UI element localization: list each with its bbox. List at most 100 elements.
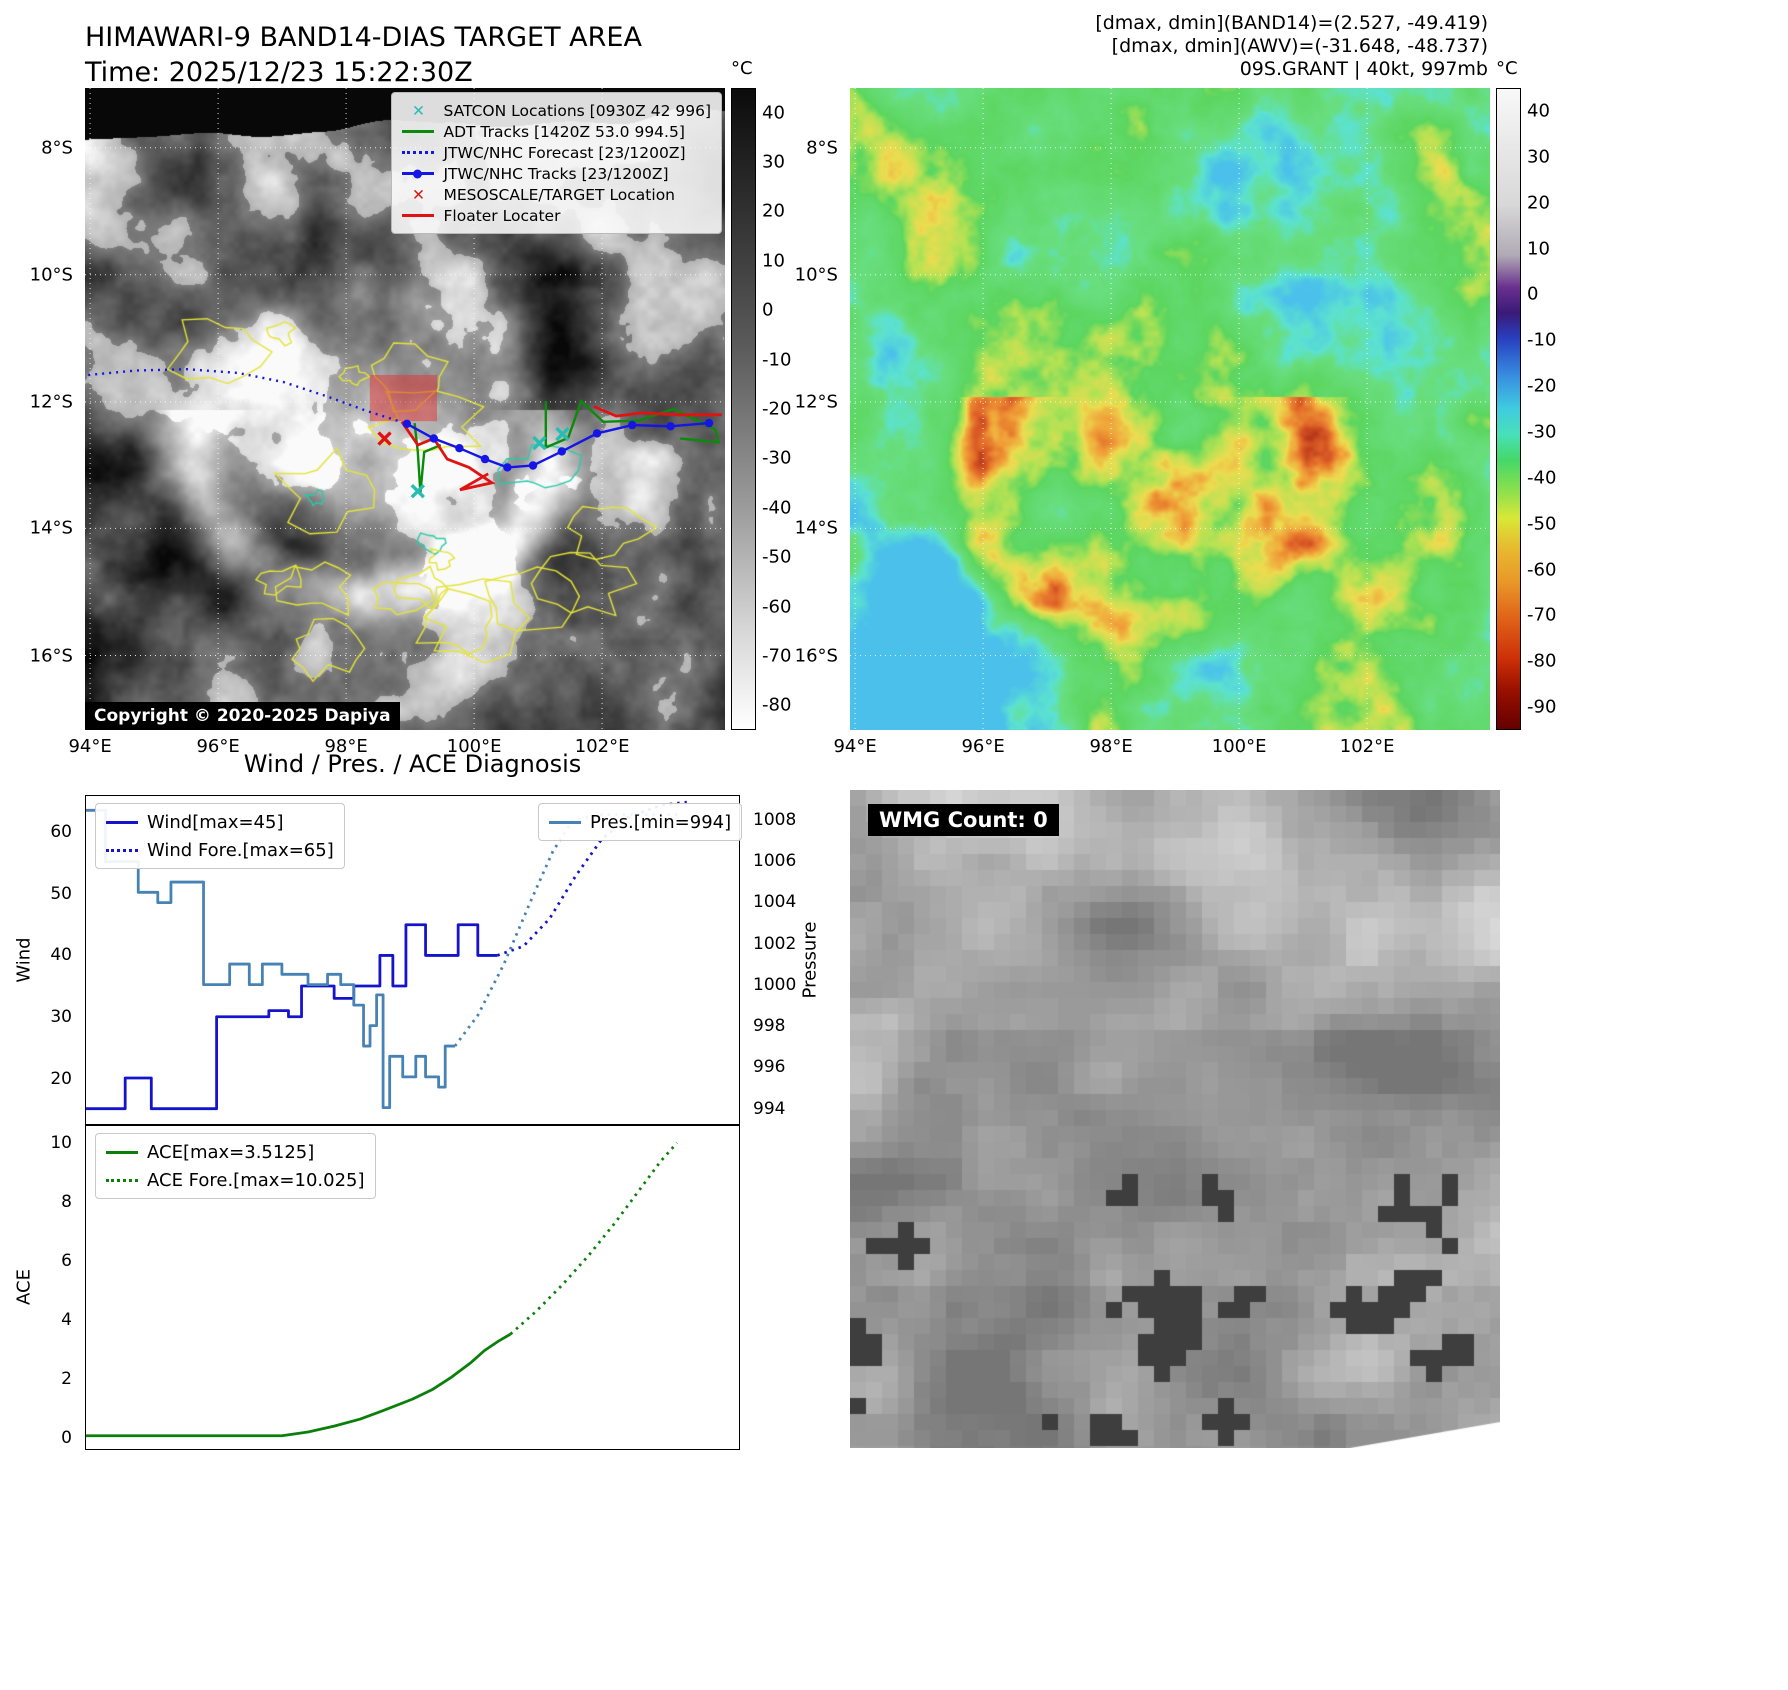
pressure-axis-label: Pressure xyxy=(799,921,821,999)
band14-colorbar-unit: °C xyxy=(731,58,753,79)
lat-tick-label: 8°S xyxy=(806,137,838,159)
wind-axis-label: Wind xyxy=(13,937,35,983)
axis-tick-label: 1004 xyxy=(753,892,797,913)
colorbar-tick-label: 10 xyxy=(762,250,785,272)
legend-line-sample xyxy=(402,214,435,217)
lat-tick-label: 16°S xyxy=(29,645,73,667)
axis-tick-label: 1000 xyxy=(753,974,797,995)
legend-label: JTWC/NHC Forecast [23/1200Z] xyxy=(443,143,686,162)
ace-legend: ACE[max=3.5125] ACE Fore.[max=10.025] xyxy=(95,1133,376,1199)
awv-lon-axis: 94°E 96°E 98°E 100°E 102°E xyxy=(833,734,1490,757)
ace-axis-label: ACE xyxy=(13,1269,35,1305)
legend-marker-line-icon xyxy=(402,130,435,133)
copyright-label: Copyright © 2020-2025 Dapiya xyxy=(85,702,400,730)
colorbar-tick-label: -50 xyxy=(762,546,792,568)
legend-line-sample xyxy=(402,151,435,154)
legend-item: ✕ SATCON Locations [0930Z 42 996] xyxy=(402,100,711,121)
pressure-axis-ticks: 994 996 998 1000 1002 1004 1006 1008 xyxy=(746,795,800,1125)
colorbar-tick-label: -20 xyxy=(762,398,792,420)
legend-item: Wind Fore.[max=65] xyxy=(106,836,334,864)
axis-tick-label: 1006 xyxy=(753,851,797,871)
colorbar-tick-label: 10 xyxy=(1527,238,1550,259)
axis-tick-label: 1008 xyxy=(753,809,797,830)
axis-tick-label: 998 xyxy=(753,1016,786,1036)
legend-label: Floater Locater xyxy=(443,206,561,225)
lon-tick-label: 100°E xyxy=(1211,736,1267,757)
legend-item: ACE[max=3.5125] xyxy=(106,1138,365,1166)
legend-item: ✕ MESOSCALE/TARGET Location xyxy=(402,184,711,205)
legend-label: Wind[max=45] xyxy=(147,811,284,833)
colorbar-tick-label: -70 xyxy=(762,645,792,667)
lon-tick-label: 94°E xyxy=(68,736,112,757)
legend-label: ADT Tracks [1420Z 53.0 994.5] xyxy=(443,122,685,141)
dmax-band14-label: [dmax, dmin](BAND14)=(2.527, -49.419) xyxy=(1095,12,1488,34)
band14-colorbar-gradient xyxy=(732,89,755,729)
legend-label: ACE[max=3.5125] xyxy=(147,1141,315,1163)
wind-axis-ticks: 20 30 40 50 60 xyxy=(35,795,79,1125)
colorbar-tick-label: -80 xyxy=(762,694,792,716)
legend-line-sample xyxy=(106,848,138,852)
lat-tick-label: 14°S xyxy=(29,517,73,539)
legend-marker-dotted-icon xyxy=(106,848,138,852)
lat-tick-label: 16°S xyxy=(794,645,838,667)
band14-colorbar xyxy=(731,88,756,730)
wmg-map xyxy=(850,790,1500,1448)
pressure-legend: Pres.[min=994] xyxy=(538,803,743,841)
band14-lon-axis: 94°E 96°E 98°E 100°E 102°E xyxy=(68,734,725,757)
lon-tick-label: 100°E xyxy=(446,736,502,757)
legend-line-sample xyxy=(402,130,435,133)
legend-marker-dotted-icon xyxy=(106,1178,138,1182)
axis-tick-label: 40 xyxy=(50,945,72,966)
awv-colorbar-ticks: 40 30 20 10 0 -10 -20 -30 -40 -50 -60 -70 -80 -90 xyxy=(1527,88,1577,730)
colorbar-tick-label: 20 xyxy=(762,200,785,222)
lon-tick-label: 96°E xyxy=(961,736,1005,757)
lat-tick-label: 12°S xyxy=(29,391,73,413)
awv-overlay xyxy=(850,88,1490,730)
awv-map xyxy=(850,88,1490,730)
legend-item: Pres.[min=994] xyxy=(549,808,731,836)
colorbar-tick-label: -30 xyxy=(1527,421,1557,443)
lon-tick-label: 102°E xyxy=(574,736,630,757)
legend-marker-line-icon xyxy=(402,214,435,217)
ace-plot xyxy=(86,1141,679,1438)
lat-tick-label: 12°S xyxy=(794,391,838,413)
colorbar-tick-label: -50 xyxy=(1527,513,1557,535)
colorbar-tick-label: -30 xyxy=(762,447,792,469)
colorbar-tick-label: -10 xyxy=(762,349,792,371)
legend-label: ACE Fore.[max=10.025] xyxy=(147,1169,365,1191)
storm-status-label: 09S.GRANT | 40kt, 997mb xyxy=(1239,58,1488,80)
legend-item: Floater Locater xyxy=(402,205,711,226)
lat-tick-label: 8°S xyxy=(41,137,73,159)
lat-tick-label: 14°S xyxy=(794,517,838,539)
awv-colorbar-unit: °C xyxy=(1496,58,1518,79)
axis-tick-label: 20 xyxy=(50,1068,72,1089)
legend-line-sample xyxy=(106,1150,138,1154)
lon-tick-label: 102°E xyxy=(1339,736,1395,757)
legend-marker-dotted-icon xyxy=(402,151,435,154)
axis-tick-label: 994 xyxy=(753,1098,786,1119)
legend-item: JTWC/NHC Forecast [23/1200Z] xyxy=(402,142,711,163)
legend-marker-line-icon xyxy=(549,820,581,824)
colorbar-tick-label: 20 xyxy=(1527,192,1550,214)
axis-tick-label: 50 xyxy=(50,883,72,904)
axis-tick-label: 2 xyxy=(61,1369,72,1390)
legend-label: Wind Fore.[max=65] xyxy=(147,839,334,861)
legend-line-sample xyxy=(549,820,581,824)
lat-tick-label: 10°S xyxy=(794,264,838,286)
colorbar-tick-label: -60 xyxy=(1527,559,1557,580)
colorbar-tick-label: -60 xyxy=(762,596,792,618)
colorbar-tick-label: 0 xyxy=(1527,283,1539,305)
legend-item: Wind[max=45] xyxy=(106,808,334,836)
colorbar-tick-label: -70 xyxy=(1527,604,1557,626)
lon-tick-label: 98°E xyxy=(324,736,368,757)
axis-tick-label: 60 xyxy=(50,822,72,842)
wmg-count-badge: WMG Count: 0 xyxy=(868,804,1059,836)
colorbar-tick-label: -90 xyxy=(1527,696,1557,718)
colorbar-tick-label: 0 xyxy=(762,299,774,321)
legend-line-sample xyxy=(106,820,138,824)
wmg-canvas xyxy=(850,790,1500,1448)
legend-item: ADT Tracks [1420Z 53.0 994.5] xyxy=(402,121,711,142)
lon-tick-label: 98°E xyxy=(1089,736,1133,757)
band14-lat-axis: 8°S 10°S 12°S 14°S 16°S xyxy=(25,88,77,730)
legend-marker-line-icon xyxy=(106,1150,138,1154)
